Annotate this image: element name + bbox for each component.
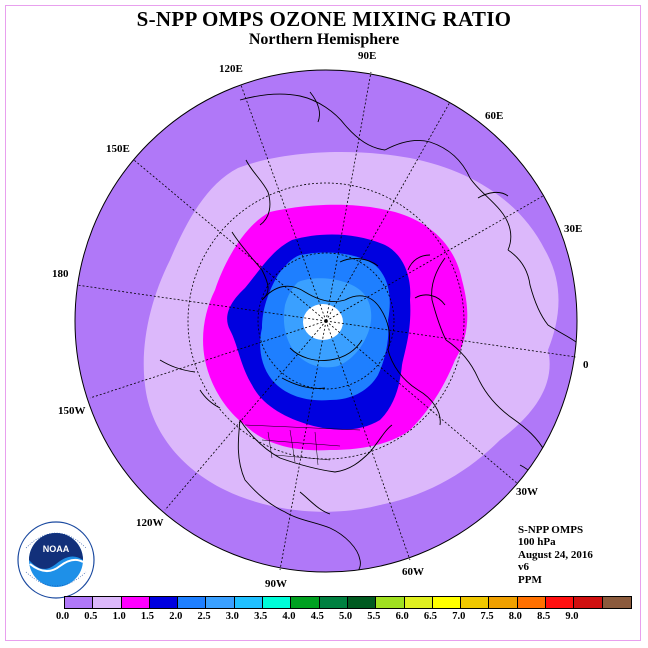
colorbar-tick-label: 6.5	[423, 611, 438, 622]
info-line-units: PPM	[518, 573, 542, 586]
graticule	[76, 71, 577, 571]
colorbar-tick-label: 1.5	[140, 611, 155, 622]
colorbar-segment	[121, 597, 150, 608]
lon-label-60w: 60W	[402, 566, 424, 578]
colorbar-tick-label: 8.5	[537, 611, 551, 622]
colorbar-segment	[432, 597, 462, 608]
colorbar-segment	[149, 597, 179, 608]
info-line-version: v6	[518, 561, 529, 574]
lon-label-90e: 90E	[358, 50, 377, 62]
lon-label-180: 180	[52, 268, 69, 280]
colorbar-tick-label: 8.0	[508, 611, 522, 622]
globe-outline	[74, 69, 578, 573]
colorbar-tick-label: 0.0	[56, 611, 70, 622]
colorbar-segment	[376, 597, 405, 608]
colorbar-tick-label: 9.0	[565, 611, 579, 622]
colorbar-tick-label: 2.0	[169, 611, 183, 622]
colorbar-segment	[404, 597, 433, 608]
colorbar-tick-label: 1.0	[112, 611, 126, 622]
lon-label-120w: 120W	[136, 517, 164, 529]
colorbar-segment	[347, 597, 377, 608]
colorbar-tick-label: 5.5	[367, 611, 381, 622]
colorbar-segment	[65, 597, 94, 608]
colorbar-segment	[263, 597, 292, 608]
colorbar-segment	[234, 597, 264, 608]
colorbar	[64, 596, 632, 609]
lon-label-90w: 90W	[265, 578, 287, 590]
colorbar-segment	[461, 597, 490, 608]
colorbar-tick-label: 7.0	[452, 611, 466, 622]
colorbar-segment	[602, 597, 631, 608]
lon-label-30w: 30W	[516, 486, 538, 498]
colorbar-tick-label: 4.5	[310, 611, 324, 622]
info-line-date: August 24, 2016	[518, 548, 593, 561]
colorbar-tick-label: 6.0	[395, 611, 409, 622]
colorbar-segment	[319, 597, 348, 608]
colorbar-tick-label: 3.0	[225, 611, 239, 622]
colorbar-tick-label: 3.5	[254, 611, 268, 622]
colorbar-tick-label: 7.5	[480, 611, 494, 622]
polar-no-data-hole	[303, 304, 343, 340]
colorbar-tick-label: 2.5	[197, 611, 211, 622]
colorbar-tick-label: 4.0	[282, 611, 296, 622]
colorbar-segment	[574, 597, 603, 608]
page-frame	[5, 5, 641, 641]
colorbar-segment	[93, 597, 122, 608]
lon-label-30e: 30E	[564, 223, 583, 235]
page-title: S-NPP OMPS OZONE MIXING RATIO	[136, 7, 512, 31]
info-line-instrument: S-NPP OMPS	[518, 524, 584, 536]
colorbar-segment	[489, 597, 518, 608]
colorbar-segment	[206, 597, 235, 608]
colorbar-segment	[178, 597, 207, 608]
svg-text:NOAA: NOAA	[43, 544, 70, 554]
lon-label-60e: 60E	[485, 110, 504, 122]
colorbar-segment	[546, 597, 575, 608]
page-subtitle: Northern Hemisphere	[248, 31, 400, 48]
lon-label-150e: 150E	[106, 143, 130, 155]
lon-label-150w: 150W	[58, 405, 86, 417]
info-line-level: 100 hPa	[518, 536, 556, 549]
noaa-logo-icon: NOAA	[17, 521, 95, 599]
colorbar-tick-label: 0.5	[84, 611, 98, 622]
colorbar-segment	[291, 597, 320, 608]
colorbar-tick-label: 5.0	[339, 611, 353, 622]
data-info-block: S-NPP OMPS 100 hPa August 24, 2016 v6 PP…	[518, 524, 593, 586]
colorbar-segment	[517, 597, 547, 608]
lon-label-120e: 120E	[219, 63, 243, 75]
lon-label-0: 0	[583, 359, 589, 371]
